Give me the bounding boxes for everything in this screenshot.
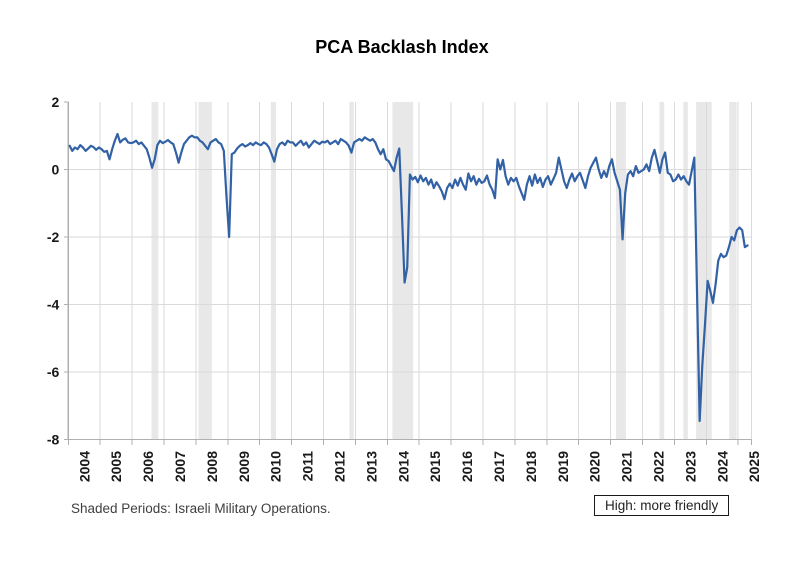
shaded-band (198, 101, 212, 440)
x-tick-label: 2024 (714, 451, 730, 482)
shaded-band (151, 101, 159, 440)
x-tick-label: 2005 (108, 451, 124, 482)
x-tick-label: 2023 (682, 451, 698, 482)
x-tick-label: 2008 (204, 451, 220, 482)
x-tick-label: 2019 (555, 451, 571, 482)
x-tick-label: 2025 (746, 451, 762, 482)
shaded-band (392, 101, 414, 440)
x-tick-label: 2017 (491, 451, 507, 482)
shaded-band (616, 101, 626, 440)
shaded-band (729, 101, 737, 440)
x-tick-label: 2011 (300, 451, 316, 482)
x-tick-label: 2018 (523, 451, 539, 482)
shaded-band (270, 101, 276, 440)
axis-orientation-note-box: High: more friendly (594, 495, 730, 516)
y-tick-label: -6 (47, 364, 60, 380)
x-tick-label: 2010 (268, 451, 284, 482)
y-tick-label: -2 (47, 229, 60, 245)
x-tick-label: 2021 (619, 451, 635, 482)
x-tick-label: 2009 (236, 451, 252, 482)
y-tick-label: -4 (47, 297, 60, 313)
footnote: Shaded Periods: Israeli Military Operati… (71, 501, 331, 516)
series-line (68, 132, 749, 423)
y-tick-label: -8 (47, 432, 60, 448)
x-tick-label: 2012 (331, 451, 347, 482)
x-tick-label: 2004 (76, 451, 92, 482)
x-tick-label: 2020 (587, 451, 603, 482)
x-tick-label: 2022 (650, 451, 666, 482)
x-tick-label: 2013 (363, 451, 379, 482)
y-tick-label: 0 (52, 161, 60, 177)
x-tick-label: 2006 (140, 451, 156, 482)
x-tick-label: 2007 (172, 451, 188, 482)
y-tick-label: 2 (52, 94, 60, 110)
shaded-band (659, 101, 665, 440)
x-tick-label: 2014 (395, 451, 411, 482)
chart-title: PCA Backlash Index (315, 37, 489, 57)
x-tick-label: 2015 (427, 451, 443, 482)
shaded-band (349, 101, 354, 440)
x-tick-label: 2016 (459, 451, 475, 482)
shaded-band (683, 101, 688, 440)
shaded-band (696, 101, 712, 440)
